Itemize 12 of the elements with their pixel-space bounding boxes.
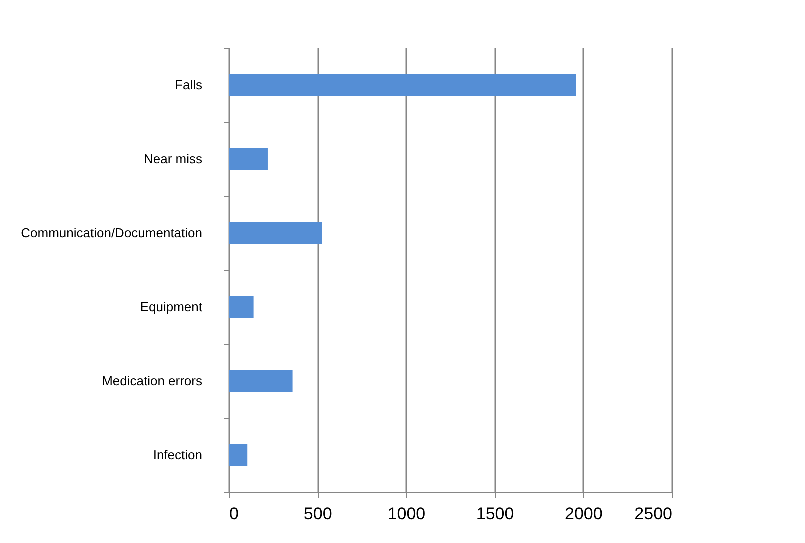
y-tick-label: Near miss	[144, 152, 203, 166]
x-tick-label: 1000	[388, 504, 426, 524]
x-tick-label: 2500	[634, 504, 672, 524]
x-tick-label: 1500	[476, 504, 514, 524]
x-tick-label: 0	[230, 504, 239, 524]
y-tick-label: Medication errors	[102, 374, 203, 388]
x-tick-label: 500	[304, 504, 332, 524]
x-tick-label: 2000	[564, 504, 603, 524]
y-tick-label: Communication/Documentation	[21, 226, 202, 240]
y-tick-label: Infection	[153, 448, 202, 462]
y-tick-label: Falls	[175, 78, 203, 92]
y-tick-label: Equipment	[140, 300, 203, 314]
